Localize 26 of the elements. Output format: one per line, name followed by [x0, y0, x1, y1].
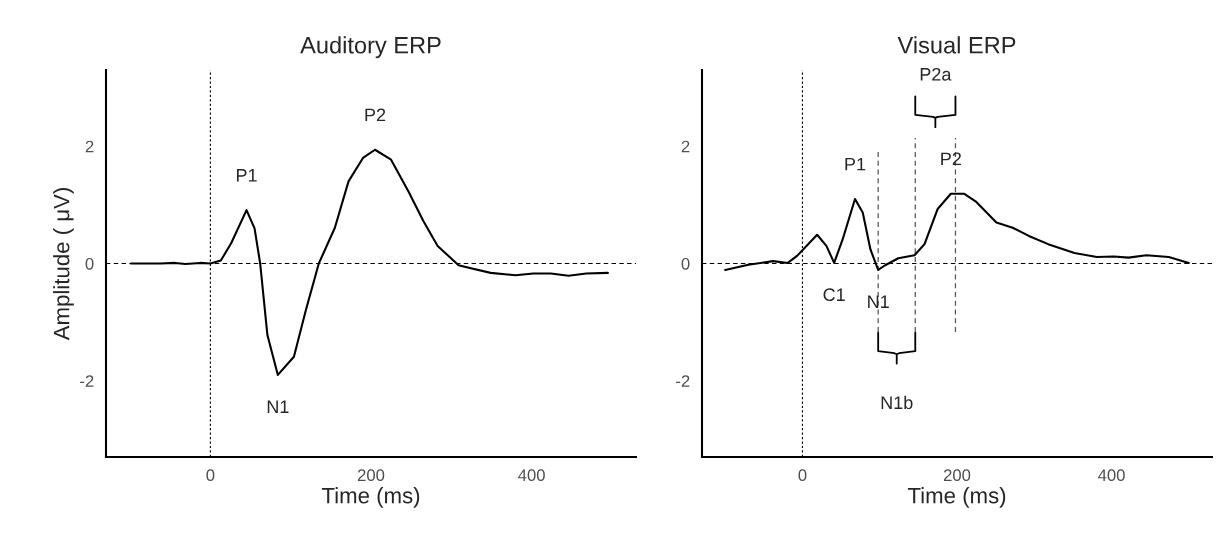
x-tick-label: 200 [943, 469, 971, 482]
chart-title: Auditory ERP [300, 36, 441, 59]
annotation: N1 [267, 400, 289, 413]
x-tick-label: 400 [518, 469, 545, 482]
annotation: P2a [920, 67, 952, 81]
y-axis-title: Amplitude ( μV) [53, 188, 74, 341]
chart-title: Visual ERP [897, 36, 1016, 54]
annotation: C1 [823, 288, 845, 302]
y-tick-label: 0 [85, 257, 94, 270]
y-tick-label: -2 [80, 375, 94, 387]
y-tick-label: 2 [681, 140, 690, 153]
annotation: P1 [845, 157, 866, 171]
x-tick-label: 400 [1098, 469, 1125, 482]
annotation: P1 [236, 169, 257, 182]
x-tick-label: 0 [798, 469, 807, 482]
y-tick-label: -2 [676, 375, 690, 387]
y-tick-label: 0 [681, 257, 690, 270]
x-tick-label: 0 [206, 469, 215, 482]
annotation: P2 [365, 108, 386, 122]
x-axis-title: Time (ms) [321, 487, 420, 508]
annotation: P2 [941, 152, 961, 166]
annotation: N1b [881, 395, 913, 410]
x-axis-title: Time (ms) [907, 487, 1006, 508]
annotation: N1 [868, 295, 889, 308]
y-tick-label: 2 [85, 140, 94, 153]
x-tick-label: 200 [357, 469, 385, 482]
